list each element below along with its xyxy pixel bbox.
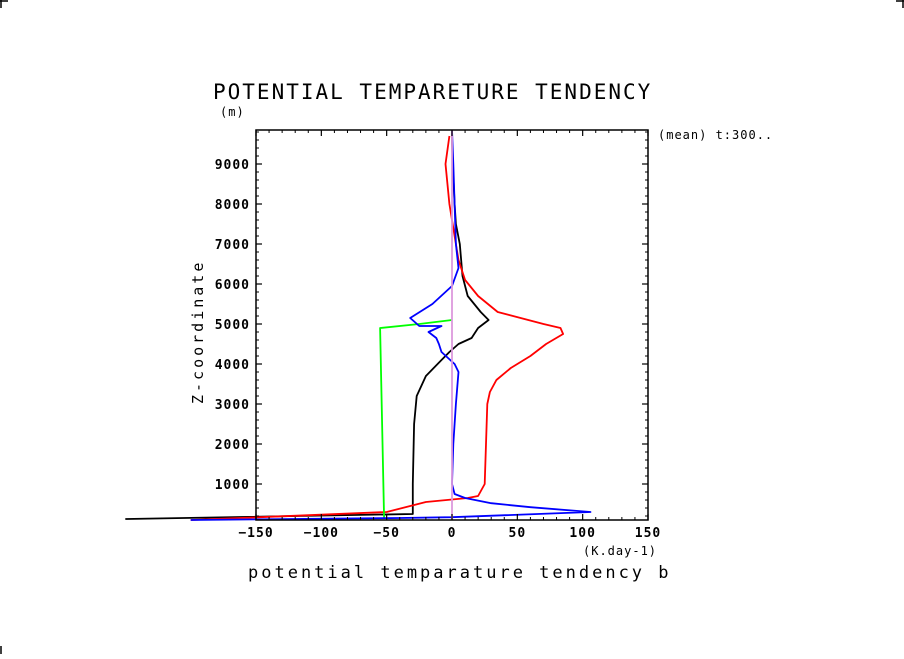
- y-tick-label: 1000: [215, 478, 250, 493]
- series-layer: [125, 129, 592, 521]
- y-tick-label: 4000: [215, 358, 250, 373]
- series-line-4: [190, 129, 592, 521]
- x-tick-label: 100: [569, 526, 595, 541]
- x-tick-label: −100: [304, 526, 339, 541]
- y-axis-label: Z-coordinate: [189, 260, 207, 404]
- y-unit-label: (m): [220, 105, 245, 119]
- x-tick-label: −50: [373, 526, 399, 541]
- y-tick-label: 6000: [215, 278, 250, 293]
- y-tick-label: 5000: [215, 318, 250, 333]
- y-tick-label: 8000: [215, 198, 250, 213]
- x-tick-label: 0: [448, 526, 457, 541]
- y-tick-label: 9000: [215, 158, 250, 173]
- tick-layer: −150 −100 −50 0 50 100 150 1000 2000 3000 4000 5000…: [215, 130, 661, 541]
- y-tick-label: 2000: [215, 438, 250, 453]
- y-tick-label: 3000: [215, 398, 250, 413]
- chart-title: POTENTIAL TEMPARETURE TENDENCY: [213, 80, 652, 104]
- x-tick-label: 50: [509, 526, 527, 541]
- x-axis-label: potential temparature tendency b: [248, 563, 672, 583]
- x-tick-label: 150: [635, 526, 661, 541]
- y-tick-label: 7000: [215, 238, 250, 253]
- series-line-3: [379, 319, 453, 520]
- x-tick-label: −150: [238, 526, 273, 541]
- x-unit-label: (K.day-1): [583, 544, 657, 558]
- annotation-label: (mean) t:300..: [658, 128, 773, 142]
